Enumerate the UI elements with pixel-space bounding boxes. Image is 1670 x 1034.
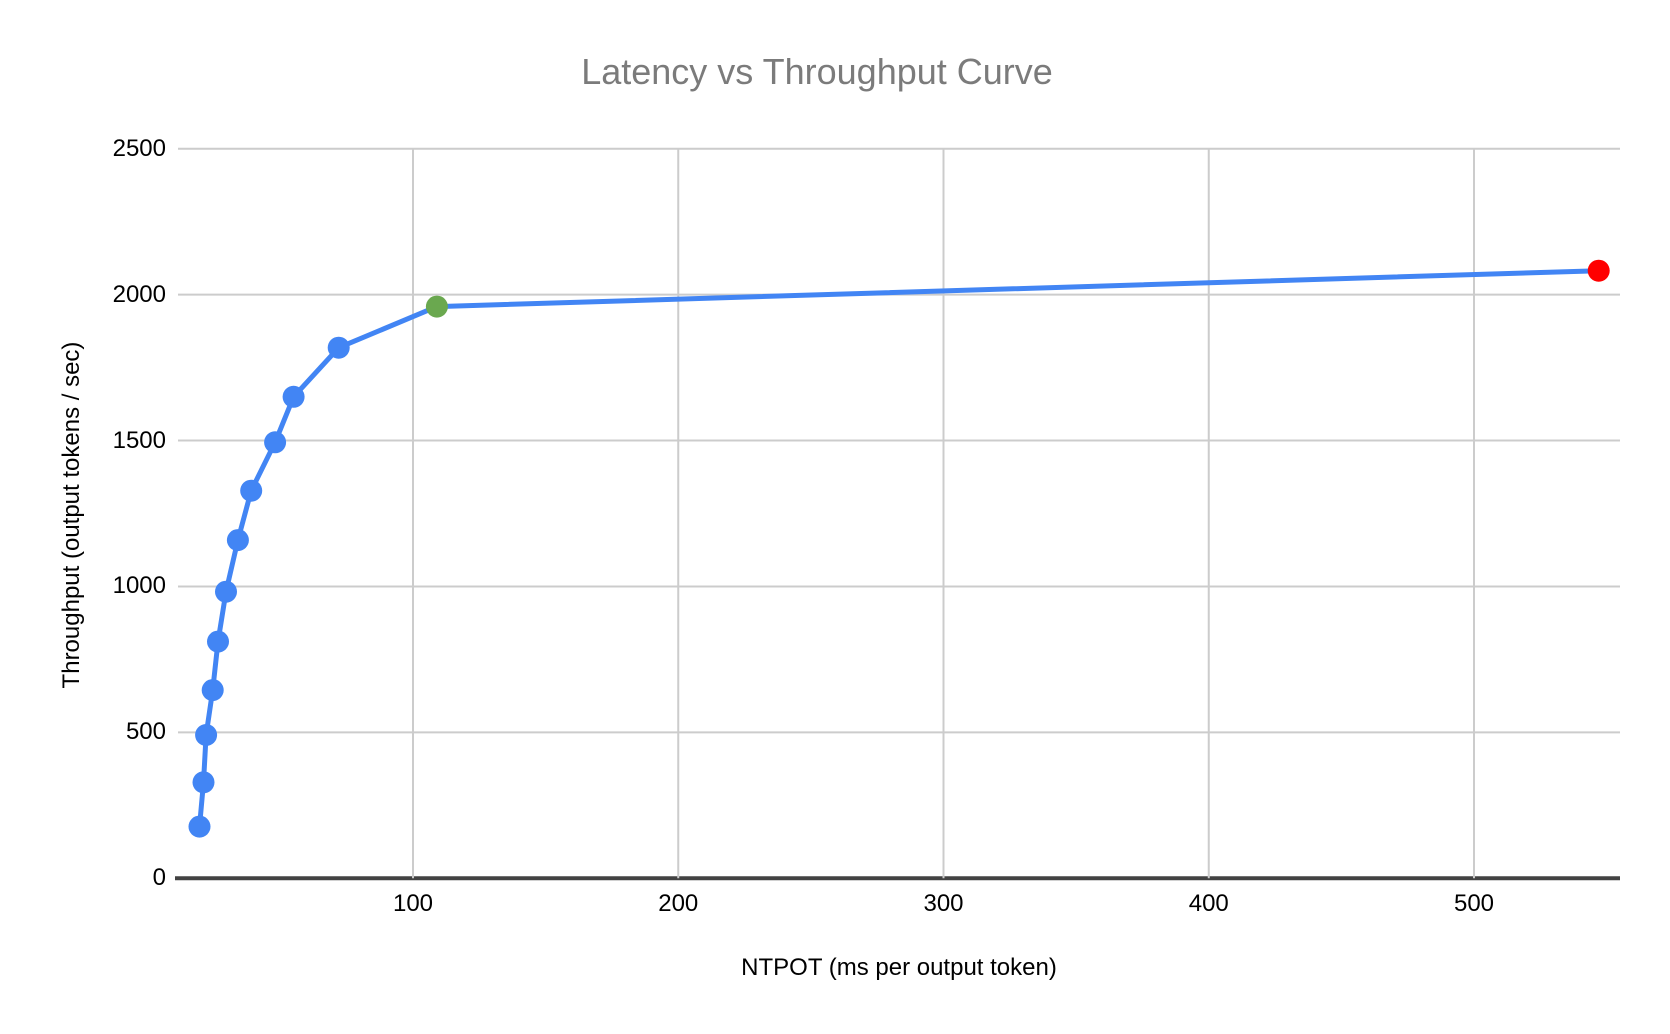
- y-tick-label: 1000: [112, 572, 166, 600]
- y-tick-label: 1500: [112, 426, 166, 454]
- chart-title: Latency vs Throughput Curve: [581, 51, 1053, 92]
- data-point-normal[interactable]: [201, 679, 224, 702]
- y-tick-label: 500: [125, 718, 166, 746]
- x-axis-title: NTPOT (ms per output token): [741, 954, 1057, 981]
- y-tick-label: 0: [152, 864, 166, 892]
- data-point-normal[interactable]: [282, 385, 305, 408]
- y-tick-label: 2500: [112, 134, 166, 162]
- series-line: [197, 268, 1602, 830]
- data-point-normal[interactable]: [195, 724, 218, 746]
- y-tick-label: 2000: [112, 280, 166, 308]
- data-point-normal[interactable]: [207, 630, 229, 653]
- data-point-highlight-green[interactable]: [425, 295, 448, 318]
- data-point-normal[interactable]: [327, 336, 350, 359]
- x-tick-label: 300: [923, 890, 964, 917]
- data-point-normal[interactable]: [188, 815, 211, 838]
- data-point-normal[interactable]: [240, 479, 263, 502]
- data-point-normal[interactable]: [264, 431, 287, 454]
- x-tick-label: 500: [1453, 890, 1495, 917]
- x-tick-label: 100: [392, 890, 434, 917]
- x-tick-label: 400: [1188, 890, 1229, 917]
- x-tick-label: 200: [658, 890, 699, 917]
- data-point-normal[interactable]: [226, 529, 249, 552]
- data-point-highlight-red[interactable]: [1587, 259, 1610, 282]
- data-point-normal[interactable]: [215, 580, 237, 603]
- data-point-normal[interactable]: [192, 771, 215, 794]
